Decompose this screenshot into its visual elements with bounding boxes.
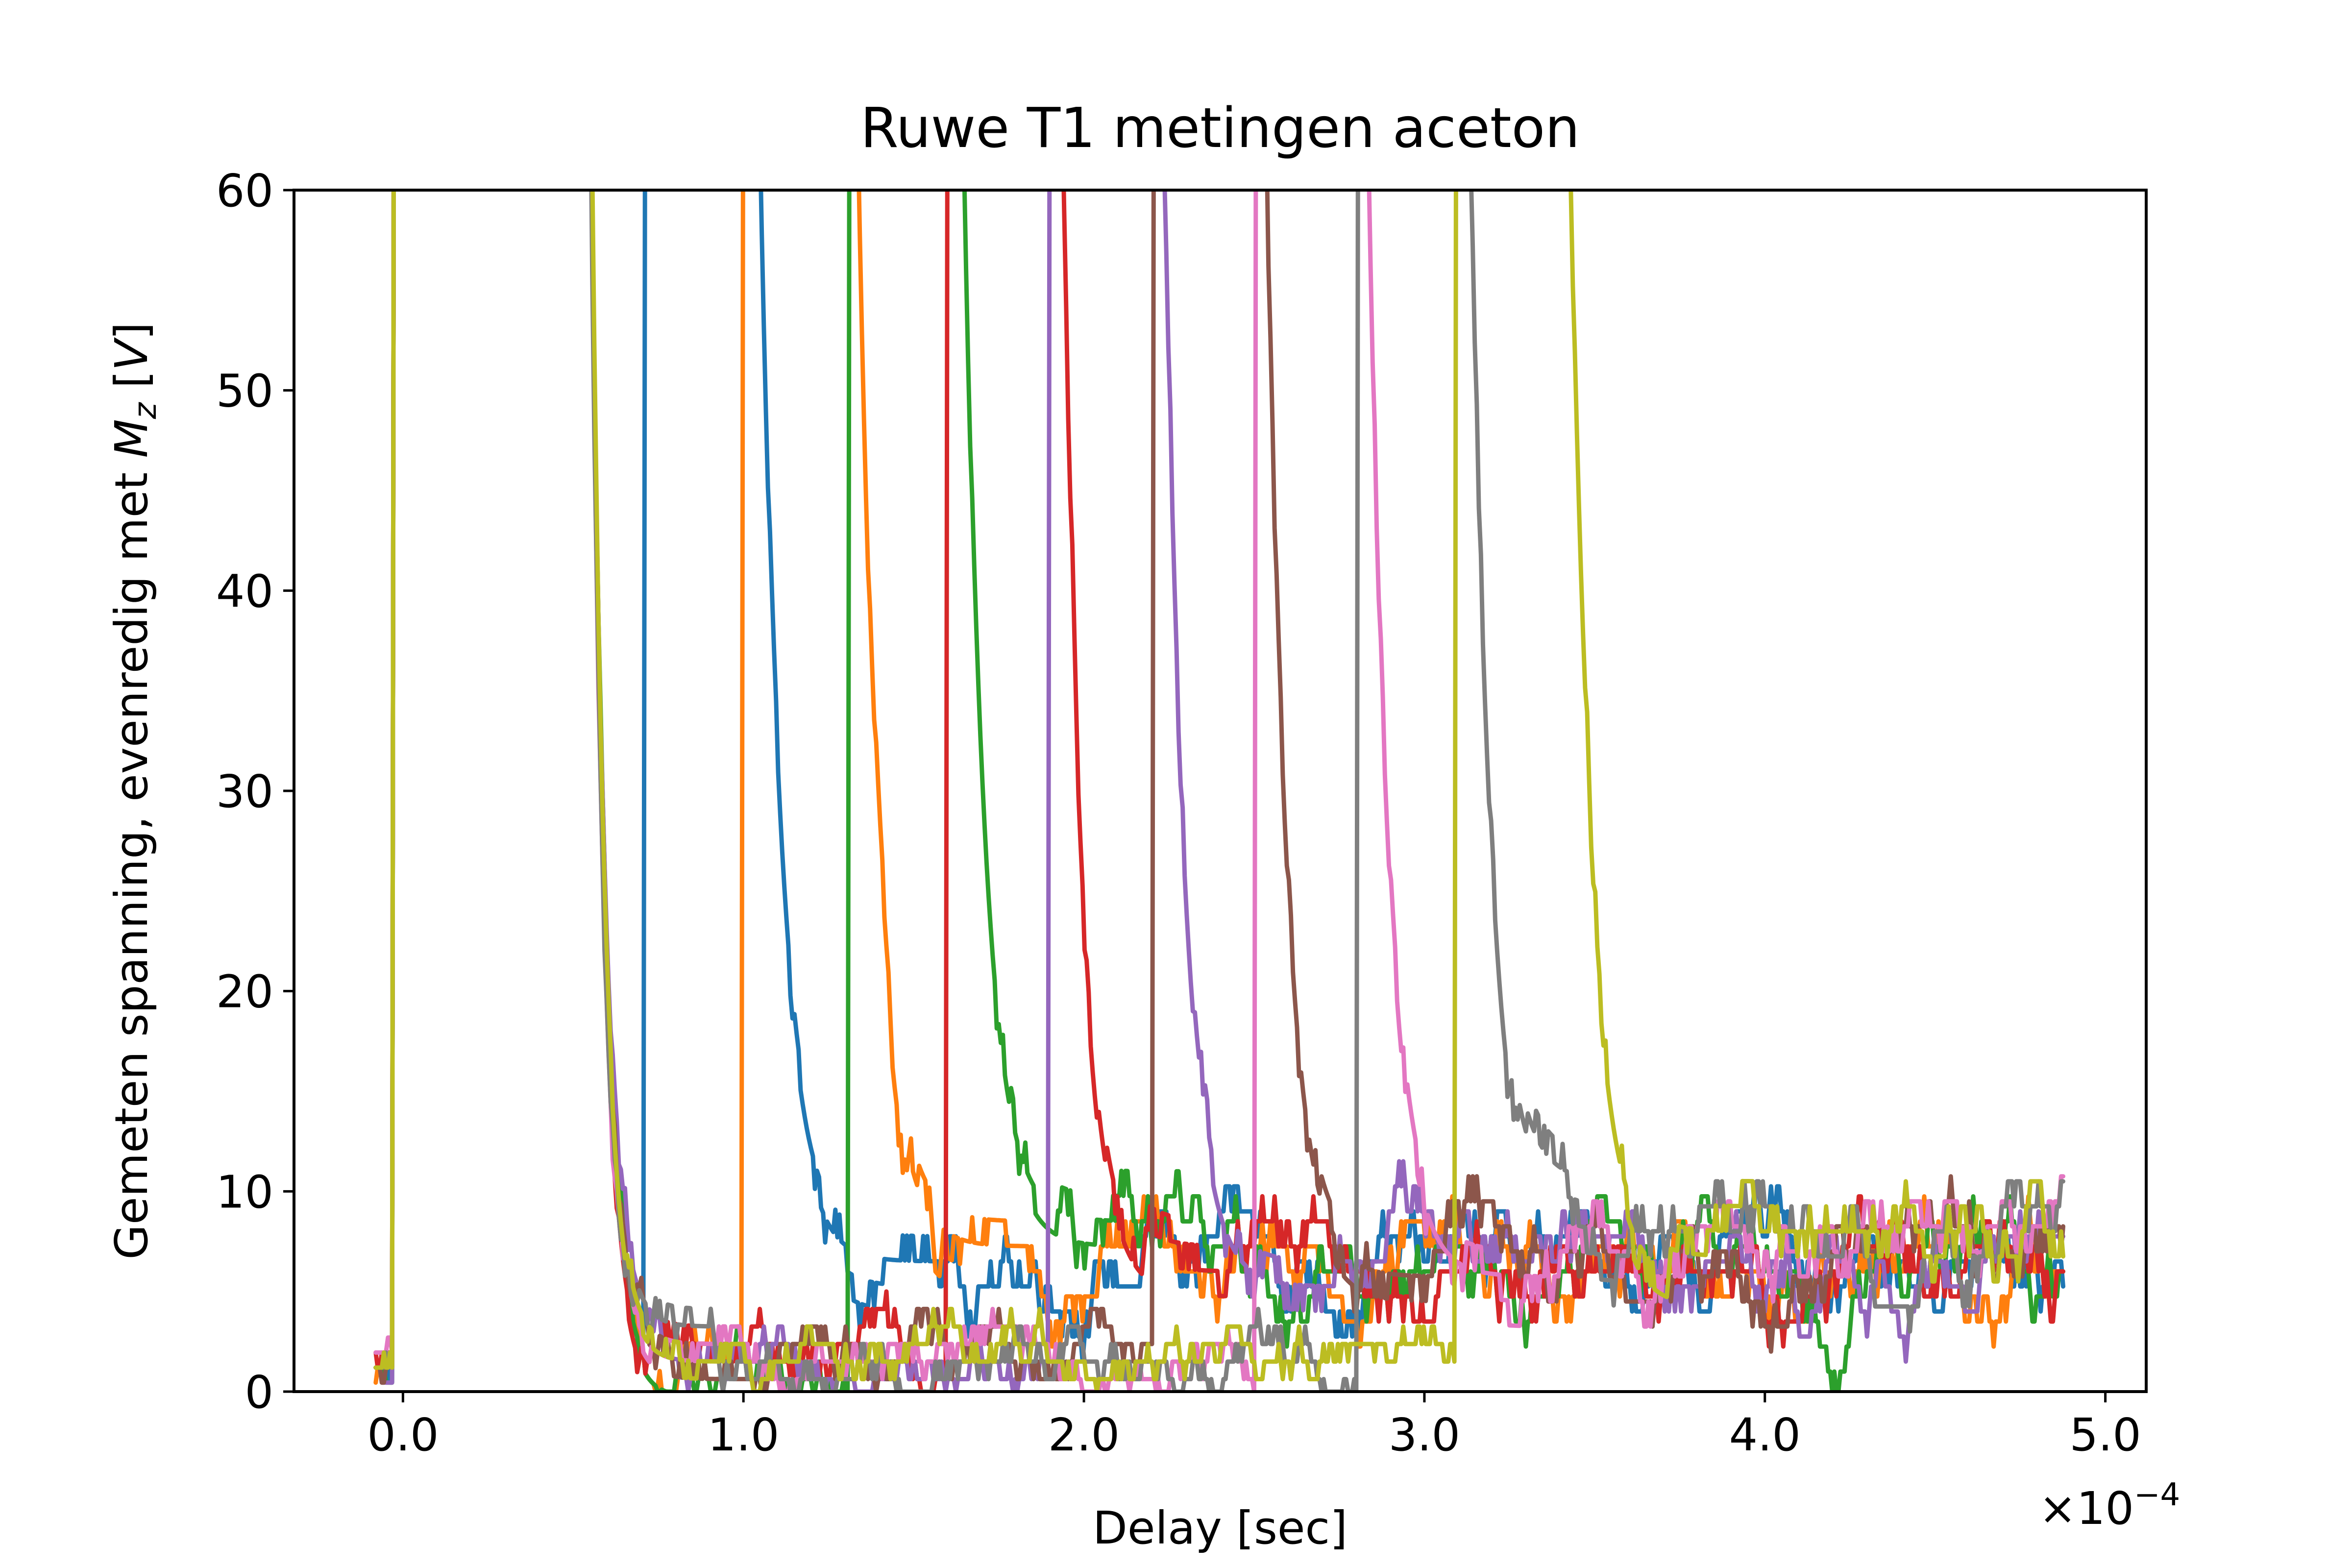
series-line (373, 190, 2065, 1392)
x-offset-exponent: −4 (2134, 1477, 2180, 1513)
y-label-var: M (105, 419, 158, 458)
chart-title: Ruwe T1 metingen aceton (860, 97, 1580, 160)
series-line (373, 190, 2065, 1392)
y-tick-label: 10 (216, 1166, 273, 1218)
y-axis: 0 10 20 30 40 50 60 (216, 165, 294, 1419)
y-tick-label: 0 (245, 1366, 273, 1419)
x-tick-label: 1.0 (708, 1409, 779, 1461)
y-label-unit: V (105, 337, 158, 370)
x-tick-label: 0.0 (367, 1409, 439, 1461)
y-label-sub: z (127, 402, 164, 419)
y-tick-label: 50 (216, 365, 273, 417)
x-offset-base: ×10 (2039, 1482, 2134, 1535)
x-tick-label: 5.0 (2069, 1409, 2141, 1461)
x-tick-label: 2.0 (1048, 1409, 1120, 1461)
series-layer (373, 190, 2065, 1392)
x-tick-label: 3.0 (1389, 1409, 1460, 1461)
y-label-unit-close: ] (105, 322, 158, 340)
y-tick-label: 60 (216, 165, 273, 217)
x-axis-label: Delay [sec] (1093, 1502, 1348, 1554)
series-line (373, 190, 2065, 1392)
y-label-unit-open: [ (105, 370, 158, 402)
x-tick-label: 4.0 (1729, 1409, 1801, 1461)
x-axis: 0.0 1.0 2.0 3.0 4.0 5.0 (367, 1392, 2141, 1461)
y-tick-label: 30 (216, 765, 273, 818)
x-axis-offset-text: ×10−4 (2039, 1477, 2180, 1535)
y-tick-label: 20 (216, 966, 273, 1018)
y-axis-label: Gemeten spanning, evenredig met Mz [V] (105, 322, 164, 1260)
y-tick-label: 40 (216, 565, 273, 617)
y-label-main: Gemeten spanning, evenredig met (105, 458, 158, 1260)
